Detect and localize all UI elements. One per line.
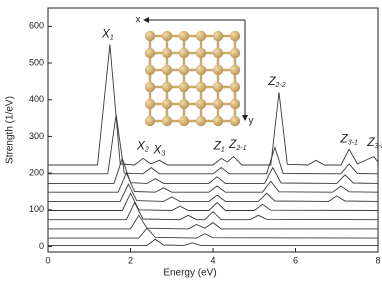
spectrum-line [48, 171, 379, 193]
peak-label-main: Z [366, 135, 375, 149]
atom [178, 98, 190, 110]
atom [195, 98, 207, 110]
atom [178, 47, 190, 59]
atom [212, 115, 224, 127]
inset-y-label: y [249, 116, 254, 127]
atom [229, 115, 241, 127]
peak-label: Z2-1 [228, 137, 247, 152]
peak-label: Z1 [213, 139, 225, 154]
peak-label: X1 [101, 27, 114, 42]
peak-label-sub: 2 [144, 147, 149, 154]
atom [195, 81, 207, 93]
peak-label-sub: 2-1 [235, 145, 246, 152]
atom [195, 64, 207, 76]
peak-label-sub: 1 [110, 34, 114, 41]
atom [212, 81, 224, 93]
peak-label-main: X [101, 27, 111, 41]
inset: xy [136, 15, 254, 127]
y-tick-label: 600 [29, 21, 44, 31]
atom [161, 47, 173, 59]
peak-label-main: X [152, 143, 162, 157]
atom [161, 64, 173, 76]
atom [161, 81, 173, 93]
y-tick-label: 500 [29, 57, 44, 67]
peak-label-sub: 1 [221, 147, 225, 154]
atom [212, 98, 224, 110]
atom [178, 30, 190, 42]
atom [178, 115, 190, 127]
peak-label: Z3-1 [339, 132, 358, 147]
inset-x-label: x [136, 15, 141, 26]
peak-label: Z2-2 [267, 74, 286, 89]
peak-label-main: X [136, 139, 146, 153]
atom [229, 47, 241, 59]
atom [212, 64, 224, 76]
atom [178, 81, 190, 93]
atom [195, 47, 207, 59]
spectrum-line [48, 192, 379, 211]
atom [195, 115, 207, 127]
peak-label: Z3-2 [366, 135, 382, 150]
atom [144, 64, 156, 76]
x-tick-label: 6 [293, 255, 298, 265]
atom [229, 30, 241, 42]
atom [161, 115, 173, 127]
peak-label-sub: 2-2 [275, 82, 286, 89]
spectrum-line [48, 44, 379, 166]
peak-label-main: Z [339, 132, 348, 146]
atom [161, 30, 173, 42]
spectrum-line [48, 214, 378, 230]
y-tick-label: 100 [29, 204, 44, 214]
y-tick-label: 200 [29, 167, 44, 177]
spectrum-line [48, 201, 379, 221]
y-tick-label: 0 [39, 241, 44, 251]
atom [212, 30, 224, 42]
y-axis-label: Strength (1/eV) [5, 96, 16, 164]
peak-label-main: Z [228, 137, 237, 151]
spectrum-line [48, 183, 379, 202]
peak-label-sub: 3 [161, 150, 165, 157]
plot-frame [47, 7, 379, 253]
peak-label-sub: 3-2 [375, 143, 382, 150]
atom [144, 98, 156, 110]
atom [144, 30, 156, 42]
atom [229, 81, 241, 93]
y-tick-label: 300 [29, 131, 44, 141]
peak-label: X2 [136, 139, 149, 154]
spectrum-line [48, 227, 379, 239]
atom [178, 64, 190, 76]
x-tick-label: 2 [128, 255, 133, 265]
x-tick-label: 0 [45, 255, 50, 265]
spectrum-line [48, 238, 378, 246]
x-axis-label: Energy (eV) [163, 268, 216, 279]
atom [212, 47, 224, 59]
x-tick-label: 4 [210, 255, 215, 265]
atom [195, 30, 207, 42]
peak-label: X3 [152, 143, 165, 158]
spectrum-line [48, 114, 379, 175]
x-tick-label: 8 [375, 255, 380, 265]
y-tick-label: 400 [29, 94, 44, 104]
peak-label-main: Z [213, 139, 222, 153]
peak-label-main: Z [267, 74, 276, 88]
atom [144, 47, 156, 59]
atom [144, 115, 156, 127]
atom [144, 81, 156, 93]
spectrum-line [48, 156, 379, 184]
atom [229, 64, 241, 76]
atom [161, 98, 173, 110]
peak-label-sub: 3-1 [348, 139, 358, 146]
atom [229, 98, 241, 110]
